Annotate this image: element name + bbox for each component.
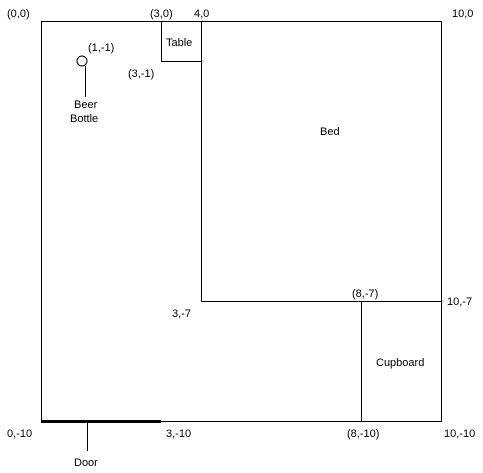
table-label: Table (166, 37, 192, 49)
bed-bottom-right-coord: 10,-7 (447, 296, 472, 308)
bed-label: Bed (320, 126, 340, 138)
bed-bottom-left-coord: 3,-7 (172, 308, 191, 320)
table-top-right-coord: 4,0 (194, 8, 209, 20)
door-label: Door (74, 457, 98, 469)
cupboard-bottom-left-coord: (8,-10) (347, 428, 379, 440)
beer-bottle-coord: (1,-1) (88, 42, 114, 54)
beer-bottle-marker (76, 55, 88, 67)
cupboard-top-left-coord: (8,-7) (352, 288, 378, 300)
room-corner-bottom-left-label: 0,-10 (7, 428, 32, 440)
room-corner-top-right-label: 10,0 (452, 8, 473, 20)
cupboard-label: Cupboard (376, 357, 424, 369)
door-right-coord: 3,-10 (166, 428, 191, 440)
beer-bottle-label-line1: Beer (74, 99, 98, 111)
room-corner-bottom-right-label: 10,-10 (444, 428, 475, 440)
room-corner-top-left-label: (0,0) (7, 8, 30, 20)
table-top-left-coord: (3,0) (150, 8, 173, 20)
table-bottom-left-coord: (3,-1) (128, 68, 154, 80)
beer-bottle-label-line2: Bottle (70, 113, 98, 125)
room-outline (41, 21, 442, 422)
